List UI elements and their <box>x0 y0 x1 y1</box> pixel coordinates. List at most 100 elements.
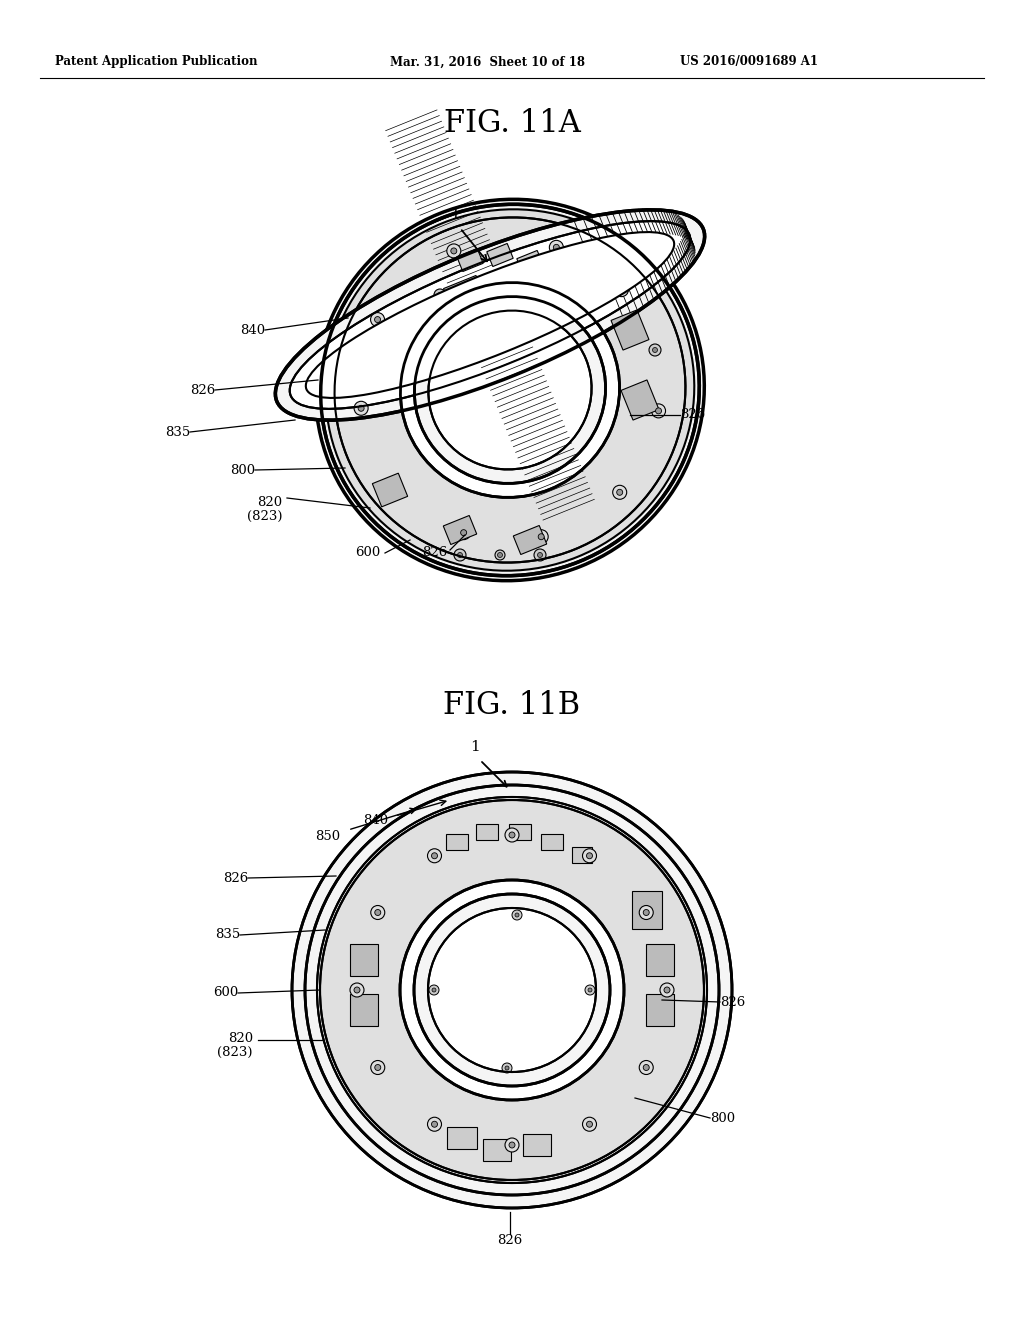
Ellipse shape <box>415 297 605 483</box>
Text: 840: 840 <box>362 813 388 826</box>
Circle shape <box>664 987 670 993</box>
Circle shape <box>649 345 662 356</box>
Text: 826: 826 <box>422 546 447 560</box>
Circle shape <box>431 1121 437 1127</box>
Circle shape <box>432 987 436 993</box>
Polygon shape <box>517 251 543 273</box>
Polygon shape <box>547 260 573 284</box>
Circle shape <box>660 983 674 997</box>
Circle shape <box>587 853 593 859</box>
Circle shape <box>461 529 467 536</box>
Circle shape <box>437 293 442 297</box>
Text: 826: 826 <box>498 1234 522 1247</box>
Circle shape <box>509 832 515 838</box>
Text: 1: 1 <box>470 741 480 754</box>
Circle shape <box>371 906 385 920</box>
Circle shape <box>539 533 544 540</box>
Circle shape <box>375 317 381 322</box>
Circle shape <box>434 289 446 301</box>
Ellipse shape <box>292 772 732 1208</box>
Polygon shape <box>447 1127 477 1148</box>
Polygon shape <box>572 847 592 863</box>
Ellipse shape <box>317 797 707 1183</box>
Circle shape <box>512 909 522 920</box>
Circle shape <box>358 405 365 412</box>
Circle shape <box>587 1121 593 1127</box>
Ellipse shape <box>321 205 699 576</box>
Circle shape <box>495 550 505 560</box>
Ellipse shape <box>428 908 596 1072</box>
Circle shape <box>534 549 546 561</box>
Polygon shape <box>509 824 531 840</box>
Circle shape <box>515 913 519 917</box>
Ellipse shape <box>315 199 705 581</box>
Polygon shape <box>541 834 563 850</box>
Circle shape <box>583 849 597 863</box>
Circle shape <box>427 1117 441 1131</box>
Circle shape <box>375 1064 381 1071</box>
Circle shape <box>553 244 559 251</box>
Polygon shape <box>646 994 674 1026</box>
Text: FIG. 11A: FIG. 11A <box>443 108 581 139</box>
Circle shape <box>549 240 563 255</box>
Ellipse shape <box>414 894 610 1086</box>
Circle shape <box>643 909 649 916</box>
Circle shape <box>655 408 662 414</box>
Circle shape <box>446 244 461 257</box>
Circle shape <box>454 549 466 561</box>
Circle shape <box>651 404 666 418</box>
Circle shape <box>371 313 385 326</box>
Circle shape <box>639 906 653 920</box>
Polygon shape <box>513 525 547 554</box>
Text: US 2016/0091689 A1: US 2016/0091689 A1 <box>680 55 818 69</box>
Text: 826: 826 <box>189 384 215 396</box>
Text: 826: 826 <box>680 408 706 421</box>
Polygon shape <box>632 891 662 929</box>
Polygon shape <box>446 834 468 850</box>
Polygon shape <box>443 276 486 314</box>
Text: 826: 826 <box>720 995 745 1008</box>
Text: 835: 835 <box>165 425 190 438</box>
Circle shape <box>652 347 657 352</box>
Circle shape <box>618 286 625 293</box>
Ellipse shape <box>275 210 705 420</box>
Text: 835: 835 <box>215 928 240 941</box>
Circle shape <box>614 282 629 297</box>
Circle shape <box>505 828 519 842</box>
Text: 826: 826 <box>223 871 248 884</box>
Circle shape <box>509 1142 515 1148</box>
Circle shape <box>505 1067 509 1071</box>
Polygon shape <box>476 824 498 840</box>
Polygon shape <box>457 248 483 272</box>
Circle shape <box>505 1138 519 1152</box>
Circle shape <box>354 987 360 993</box>
Circle shape <box>574 294 586 306</box>
Circle shape <box>375 909 381 916</box>
Polygon shape <box>621 380 659 420</box>
Polygon shape <box>350 994 378 1026</box>
Ellipse shape <box>400 282 620 498</box>
Text: Mar. 31, 2016  Sheet 10 of 18: Mar. 31, 2016 Sheet 10 of 18 <box>390 55 585 69</box>
Circle shape <box>612 486 627 499</box>
Circle shape <box>458 553 463 557</box>
Text: 820: 820 <box>228 1031 253 1044</box>
Circle shape <box>578 297 583 302</box>
Circle shape <box>431 853 437 859</box>
Text: 600: 600 <box>213 986 238 999</box>
Text: 850: 850 <box>314 829 340 842</box>
Ellipse shape <box>400 880 624 1100</box>
Ellipse shape <box>335 218 685 562</box>
Polygon shape <box>483 1139 511 1162</box>
Polygon shape <box>494 271 537 309</box>
Circle shape <box>498 553 503 557</box>
Text: (823): (823) <box>247 510 282 523</box>
Circle shape <box>350 983 364 997</box>
Circle shape <box>643 1064 649 1071</box>
Text: 1: 1 <box>451 209 460 222</box>
Text: (823): (823) <box>217 1045 253 1059</box>
Circle shape <box>457 525 471 540</box>
Circle shape <box>583 1117 597 1131</box>
Circle shape <box>371 1060 385 1074</box>
Text: 600: 600 <box>355 546 381 560</box>
Text: FIG. 11B: FIG. 11B <box>443 690 581 721</box>
